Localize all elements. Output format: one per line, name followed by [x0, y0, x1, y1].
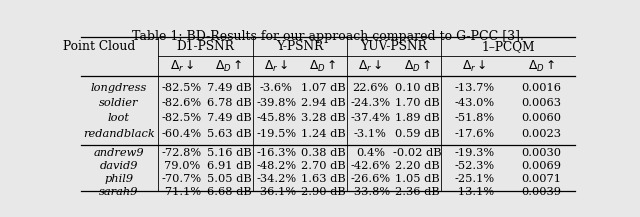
Text: 1–PCQM: 1–PCQM	[481, 40, 535, 53]
Text: -33.8%: -33.8%	[350, 187, 390, 197]
Text: 1.05 dB: 1.05 dB	[395, 174, 440, 184]
Text: $\Delta_D\uparrow$: $\Delta_D\uparrow$	[310, 59, 337, 74]
Text: 7.49 dB: 7.49 dB	[207, 83, 252, 93]
Text: 6.68 dB: 6.68 dB	[207, 187, 252, 197]
Text: -25.1%: -25.1%	[454, 174, 495, 184]
Text: 5.63 dB: 5.63 dB	[207, 129, 252, 139]
Text: 1.24 dB: 1.24 dB	[301, 129, 346, 139]
Text: 6.91 dB: 6.91 dB	[207, 161, 252, 171]
Text: Point Cloud: Point Cloud	[63, 40, 136, 53]
Text: $\Delta_r\downarrow$: $\Delta_r\downarrow$	[358, 59, 383, 74]
Text: -51.8%: -51.8%	[454, 113, 495, 123]
Text: -72.8%: -72.8%	[162, 148, 202, 158]
Text: -13.7%: -13.7%	[454, 83, 495, 93]
Text: -48.2%: -48.2%	[256, 161, 296, 171]
Text: -26.6%: -26.6%	[350, 174, 390, 184]
Text: 3.28 dB: 3.28 dB	[301, 113, 346, 123]
Text: 0.0063: 0.0063	[522, 98, 561, 108]
Text: -82.6%: -82.6%	[162, 98, 202, 108]
Text: 7.49 dB: 7.49 dB	[207, 113, 252, 123]
Text: -71.1%: -71.1%	[162, 187, 202, 197]
Text: 1.07 dB: 1.07 dB	[301, 83, 346, 93]
Text: david9: david9	[99, 161, 138, 171]
Text: 5.16 dB: 5.16 dB	[207, 148, 252, 158]
Text: YUV-PSNR: YUV-PSNR	[360, 40, 428, 53]
Text: D1-PSNR: D1-PSNR	[177, 40, 234, 53]
Text: 0.0023: 0.0023	[522, 129, 561, 139]
Text: $\Delta_D\uparrow$: $\Delta_D\uparrow$	[404, 59, 431, 74]
Text: -24.3%: -24.3%	[350, 98, 390, 108]
Text: -13.1%: -13.1%	[454, 187, 495, 197]
Text: 0.38 dB: 0.38 dB	[301, 148, 346, 158]
Text: loot: loot	[108, 113, 130, 123]
Text: 0.0039: 0.0039	[522, 187, 561, 197]
Text: longdress: longdress	[90, 83, 147, 93]
Text: -42.6%: -42.6%	[350, 161, 390, 171]
Text: 1.89 dB: 1.89 dB	[395, 113, 440, 123]
Text: $\Delta_r\downarrow$: $\Delta_r\downarrow$	[170, 59, 194, 74]
Text: -17.6%: -17.6%	[454, 129, 495, 139]
Text: 0.4%: 0.4%	[356, 148, 385, 158]
Text: 1.70 dB: 1.70 dB	[395, 98, 440, 108]
Text: 1.63 dB: 1.63 dB	[301, 174, 346, 184]
Text: $\Delta_D\uparrow$: $\Delta_D\uparrow$	[528, 59, 556, 74]
Text: 2.90 dB: 2.90 dB	[301, 187, 346, 197]
Text: -16.3%: -16.3%	[256, 148, 296, 158]
Text: andrew9: andrew9	[93, 148, 144, 158]
Text: -3.6%: -3.6%	[260, 83, 292, 93]
Text: 2.70 dB: 2.70 dB	[301, 161, 346, 171]
Text: redandblack: redandblack	[83, 129, 155, 139]
Text: 0.0069: 0.0069	[522, 161, 561, 171]
Text: 0.10 dB: 0.10 dB	[395, 83, 440, 93]
Text: -19.3%: -19.3%	[454, 148, 495, 158]
Text: -0.02 dB: -0.02 dB	[393, 148, 442, 158]
Text: -43.0%: -43.0%	[454, 98, 495, 108]
Text: 22.6%: 22.6%	[352, 83, 388, 93]
Text: -70.7%: -70.7%	[162, 174, 202, 184]
Text: -60.4%: -60.4%	[162, 129, 202, 139]
Text: 2.20 dB: 2.20 dB	[395, 161, 440, 171]
Text: 79.0%: 79.0%	[164, 161, 200, 171]
Text: -45.8%: -45.8%	[256, 113, 296, 123]
Text: phil9: phil9	[104, 174, 133, 184]
Text: -39.8%: -39.8%	[256, 98, 296, 108]
Text: -82.5%: -82.5%	[162, 83, 202, 93]
Text: 0.0030: 0.0030	[522, 148, 561, 158]
Text: 5.05 dB: 5.05 dB	[207, 174, 252, 184]
Text: 2.94 dB: 2.94 dB	[301, 98, 346, 108]
Text: $\Delta_r\downarrow$: $\Delta_r\downarrow$	[462, 59, 487, 74]
Text: -36.1%: -36.1%	[256, 187, 296, 197]
Text: sarah9: sarah9	[99, 187, 138, 197]
Text: Y-PSNR: Y-PSNR	[276, 40, 323, 53]
Text: -19.5%: -19.5%	[256, 129, 296, 139]
Text: 0.59 dB: 0.59 dB	[395, 129, 440, 139]
Text: $\Delta_D\uparrow$: $\Delta_D\uparrow$	[215, 59, 243, 74]
Text: 6.78 dB: 6.78 dB	[207, 98, 252, 108]
Text: 0.0071: 0.0071	[522, 174, 561, 184]
Text: 0.0016: 0.0016	[522, 83, 561, 93]
Text: Table 1: BD-Results for our approach compared to G-PCC [3].: Table 1: BD-Results for our approach com…	[132, 30, 524, 43]
Text: -34.2%: -34.2%	[256, 174, 296, 184]
Text: -37.4%: -37.4%	[350, 113, 390, 123]
Text: 2.36 dB: 2.36 dB	[395, 187, 440, 197]
Text: -3.1%: -3.1%	[354, 129, 387, 139]
Text: soldier: soldier	[99, 98, 138, 108]
Text: 0.0060: 0.0060	[522, 113, 561, 123]
Text: -82.5%: -82.5%	[162, 113, 202, 123]
Text: $\Delta_r\downarrow$: $\Delta_r\downarrow$	[264, 59, 289, 74]
Text: -52.3%: -52.3%	[454, 161, 495, 171]
